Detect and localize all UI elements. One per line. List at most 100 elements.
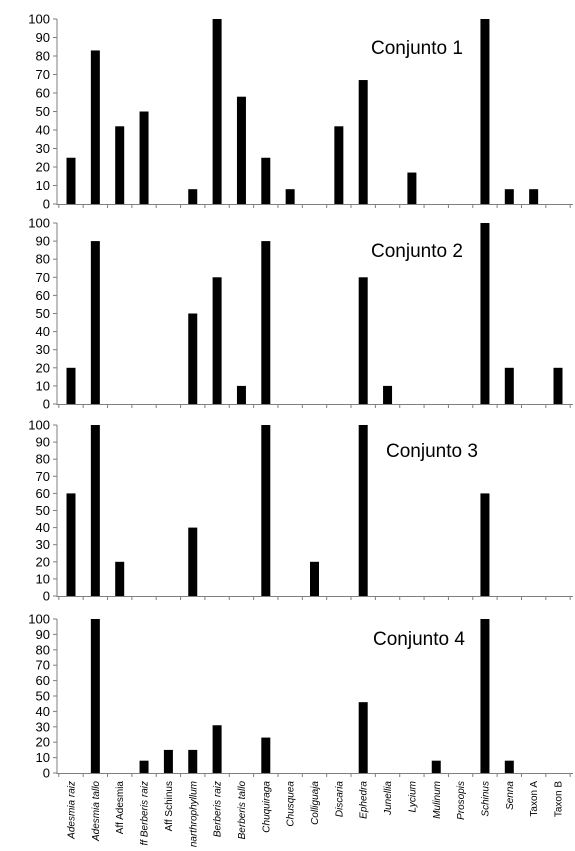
panel-2-ytick-label-10: 10 [36, 378, 50, 393]
panel-3-ytick-label-20: 20 [36, 554, 50, 569]
panel-1-ytick-label-40: 40 [36, 123, 50, 138]
panel-1-bar-12 [334, 126, 344, 204]
panel-2-bar-21 [553, 367, 563, 404]
panel-1-bar-19 [504, 189, 514, 204]
panel-2-ytick-label-0: 0 [43, 397, 50, 412]
category-label-10: Chusquea [286, 781, 297, 827]
panel-4-ytick-label-100: 100 [28, 612, 50, 627]
panel-2-bar-1 [66, 367, 76, 404]
panel-2-ytick-label-80: 80 [36, 252, 50, 267]
panel-2-ytick-label-100: 100 [28, 216, 50, 231]
panel-4-bar-7 [212, 725, 222, 773]
panel-1-ytick-label-100: 100 [28, 12, 50, 27]
panel-1-bar-2 [90, 50, 100, 205]
panel-1-bar-3 [115, 126, 125, 204]
panel-4-title: Conjunto 4 [373, 629, 465, 650]
panel-4-ytick-label-40: 40 [36, 704, 50, 719]
panel-1-ytick-label-60: 60 [36, 86, 50, 101]
panel-1-bar-15 [407, 172, 417, 204]
panel-3-bar-13 [358, 425, 368, 596]
panel-2-ytick-label-90: 90 [36, 234, 50, 249]
panel-1-ytick-label-80: 80 [36, 49, 50, 64]
panel-2-ytick-label-60: 60 [36, 288, 50, 303]
panel-4-ytick-label-90: 90 [36, 627, 50, 642]
panel-4-bar-5 [163, 749, 173, 773]
panel-3-bar-9 [261, 425, 271, 596]
panel-3-bar-18 [480, 493, 490, 596]
panel-4-bar-19 [504, 760, 514, 773]
panel-1-bar-4 [139, 111, 149, 204]
panel-1-bar-9 [261, 157, 271, 204]
panel-2-bar-7 [212, 277, 222, 404]
panel-4-ytick-label-70: 70 [36, 658, 50, 673]
panel-4-bar-6 [188, 749, 198, 773]
panel-3-ytick-label-80: 80 [36, 452, 50, 467]
panel-1-ytick-label-0: 0 [43, 197, 50, 212]
panel-1-ytick-label-90: 90 [36, 30, 50, 45]
panel-4-bar-18 [480, 619, 490, 773]
panel-1-bar-20 [529, 189, 539, 204]
panel-3-ytick-label-70: 70 [36, 469, 50, 484]
category-label-8: Berberis tallo [237, 781, 248, 840]
panel-2-bar-2 [90, 241, 100, 404]
panel-1-title: Conjunto 1 [371, 38, 463, 59]
panel-2-ytick-label-40: 40 [36, 324, 50, 339]
panel-4-bar-13 [358, 702, 368, 773]
panel-1-bar-7 [212, 19, 222, 204]
panel-2-bar-6 [188, 313, 198, 404]
panel-4-ytick-label-0: 0 [43, 766, 50, 781]
category-label-11: Colliguaja [310, 781, 321, 825]
category-label-1: Adesmia raiz [67, 781, 78, 840]
category-label-20: Taxon A [529, 781, 540, 817]
panel-2-ytick-label-30: 30 [36, 342, 50, 357]
panel-3-bar-11 [310, 561, 319, 596]
panel-1-ytick-label-70: 70 [36, 67, 50, 82]
panel-3-bar-6 [188, 527, 198, 596]
panel-3-ytick-label-40: 40 [36, 520, 50, 535]
category-label-5: Aff Schinus [164, 781, 175, 831]
panel-2-bar-9 [261, 241, 271, 404]
panel-3-ytick-label-90: 90 [36, 435, 50, 450]
panel-4-ytick-label-50: 50 [36, 689, 50, 704]
panel-2-bar-8 [236, 385, 246, 404]
panel-3-ytick-label-60: 60 [36, 486, 50, 501]
panel-1-ytick-label-10: 10 [36, 178, 50, 193]
category-label-18: Schinus [480, 781, 491, 817]
panel-4-ytick-label-60: 60 [36, 673, 50, 688]
category-label-16: Mulinum [432, 781, 443, 819]
panel-4-bar-2 [90, 619, 100, 773]
category-label-7: Berberis raiz [213, 781, 224, 837]
panel-1-ytick-label-50: 50 [36, 104, 50, 119]
panel-1-bar-6 [188, 189, 198, 204]
panel-3-ytick-label-30: 30 [36, 537, 50, 552]
panel-3-ytick-label-10: 10 [36, 571, 50, 586]
panel-2-ytick-label-70: 70 [36, 270, 50, 285]
panel-3-bar-2 [90, 425, 100, 596]
panel-2-ytick-label-20: 20 [36, 360, 50, 375]
category-label-19: Senna [505, 781, 516, 810]
category-label-3: Aff Adesmia [115, 781, 126, 835]
category-label-14: Junellia [383, 781, 394, 816]
panel-2-ytick-label-50: 50 [36, 306, 50, 321]
panel-1-bar-13 [358, 80, 368, 204]
panel-3-ytick-label-50: 50 [36, 503, 50, 518]
panel-1-bar-18 [480, 19, 490, 204]
panel-1-ytick-label-30: 30 [36, 141, 50, 156]
category-label-2: Adesmia tallo [91, 781, 102, 842]
category-label-12: Discaria [334, 781, 345, 818]
category-label-4: ff Berberis raiz [140, 781, 151, 845]
panel-1-ytick-label-20: 20 [36, 160, 50, 175]
category-label-21: Taxon B [554, 781, 565, 817]
panel-1-bar-1 [66, 157, 76, 204]
panel-2-title: Conjunto 2 [371, 241, 463, 262]
category-label-6: narthrophyllum [188, 781, 199, 847]
panel-1-bar-8 [236, 96, 246, 204]
panel-3-ytick-label-0: 0 [43, 589, 50, 604]
panel-4-bar-16 [431, 760, 441, 773]
panel-4-ytick-label-80: 80 [36, 642, 50, 657]
category-label-15: Lycium [407, 781, 418, 813]
panel-3-title: Conjunto 3 [386, 441, 478, 462]
panel-3-ytick-label-100: 100 [28, 418, 50, 433]
panel-4-bar-4 [139, 760, 149, 773]
